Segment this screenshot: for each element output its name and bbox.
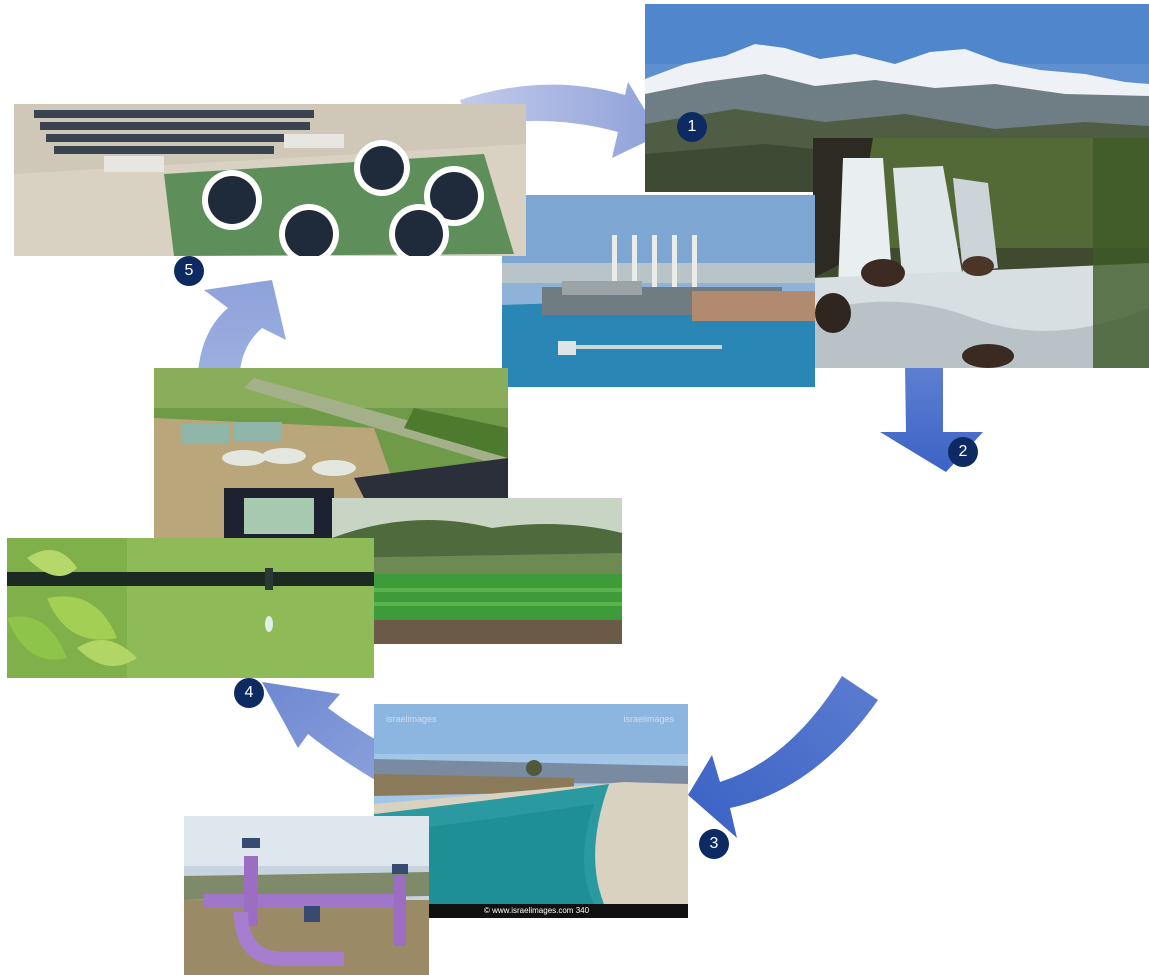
photo-waterfall bbox=[813, 138, 1149, 368]
arrow-2-to-3 bbox=[688, 676, 878, 838]
arrow-4-to-5 bbox=[198, 280, 286, 372]
step-badge-2: 2 bbox=[948, 437, 978, 467]
photo-coastal-power-station bbox=[502, 195, 815, 387]
watermark-left: israelimages bbox=[386, 714, 437, 724]
watermark-right: israelimages bbox=[623, 714, 674, 724]
arrow-3-to-4 bbox=[262, 682, 398, 790]
step-badge-4: 4 bbox=[234, 678, 264, 708]
photo-credit: © www.israelimages.com 340 bbox=[484, 906, 590, 915]
step-badge-1: 1 bbox=[677, 112, 707, 142]
photo-drip-irrigation bbox=[7, 538, 374, 678]
photo-wastewater-treatment-plant bbox=[14, 104, 526, 256]
photo-green-field-hills bbox=[332, 498, 622, 644]
credit-strip: © www.israelimages.com 340 bbox=[374, 905, 688, 918]
photo-purple-reclaimed-water-pipes bbox=[184, 816, 429, 975]
photo-water-canal: israelimages israelimages © www.israelim… bbox=[374, 704, 688, 918]
step-badge-5: 5 bbox=[174, 256, 204, 286]
step-badge-3: 3 bbox=[699, 829, 729, 859]
photo-fields-and-treatment-ponds bbox=[154, 368, 508, 540]
arrow-5-to-1 bbox=[460, 82, 660, 158]
